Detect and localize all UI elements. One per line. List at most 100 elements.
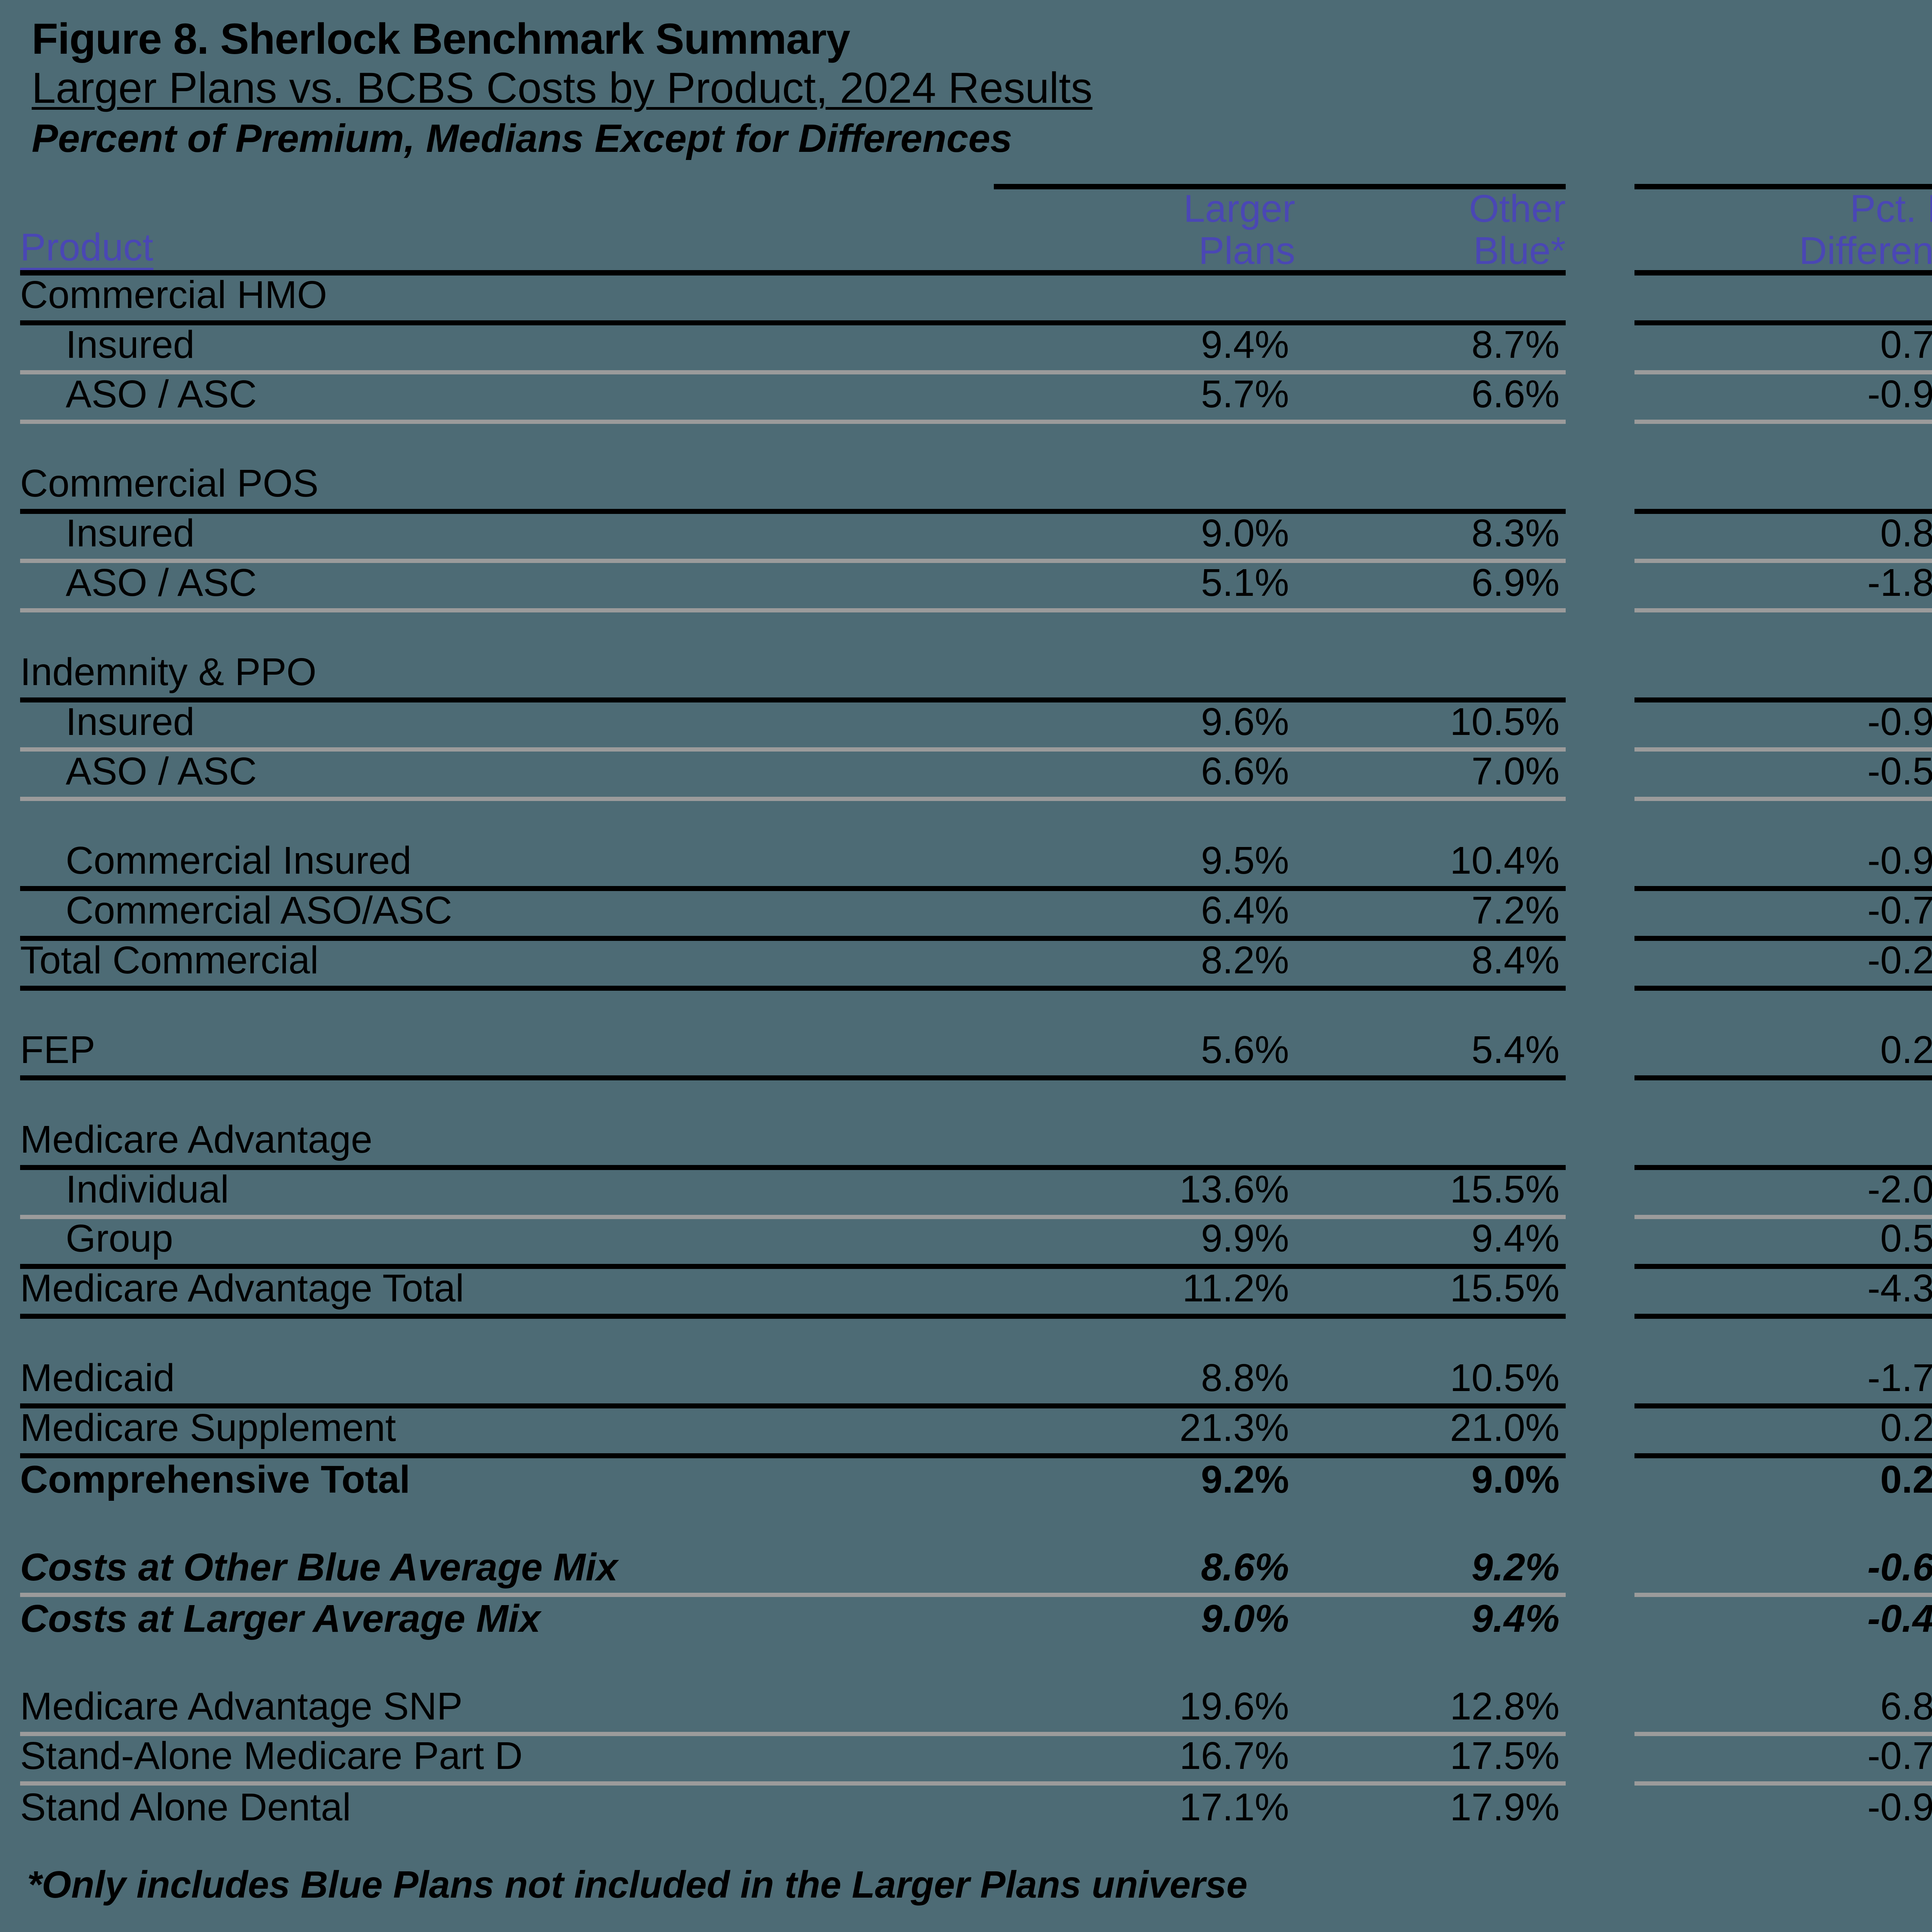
row-label: ASO / ASC (20, 372, 994, 424)
value-larger-plans: 17.1% (1179, 1786, 1289, 1829)
row-label: Stand-Alone Medicare Part D (20, 1734, 994, 1786)
value-larger-plans: 6.6% (994, 749, 1295, 801)
value-pct-pt-difference: -0.2% (1634, 938, 1932, 991)
value-larger-plans (994, 1316, 1295, 1356)
value-larger-plans (994, 1505, 1295, 1545)
value-pct-pt-difference (1634, 1078, 1932, 1118)
row-label: Commercial Insured (20, 839, 994, 891)
value-other-blue: 9.0% (1471, 1458, 1560, 1502)
row-label: Group (20, 1217, 994, 1269)
value-larger-plans (994, 462, 1295, 514)
value-other-blue (1295, 1644, 1566, 1684)
column-group-gap (1566, 372, 1634, 422)
table-spacer-row (20, 1644, 1932, 1684)
column-group-gap (1566, 422, 1634, 462)
row-label: Commercial HMO (20, 272, 994, 325)
table-row: Indemnity & PPO (20, 650, 1932, 702)
column-group-gap (1566, 1406, 1634, 1456)
value-pct-pt-difference: -0.6% (1634, 1545, 1932, 1597)
value-pct-pt-difference (1634, 1644, 1932, 1684)
value-pct-pt-difference (1634, 272, 1932, 325)
value-pct-pt-difference: 0.5% (1634, 1217, 1932, 1269)
value-other-blue: 6.9% (1295, 561, 1566, 612)
value-larger-plans (994, 422, 1295, 462)
column-header-other-blue-line2: Blue* (1295, 228, 1566, 276)
table-spacer-row (20, 799, 1932, 839)
column-group-gap (1566, 1316, 1634, 1356)
figure-subtitle: Larger Plans vs. BCBS Costs by Product, … (32, 64, 1093, 112)
value-larger-plans: 13.6% (994, 1167, 1295, 1219)
table-row: Medicare Advantage (20, 1118, 1932, 1170)
value-other-blue (1295, 610, 1566, 650)
value-other-blue: 7.2% (1295, 888, 1566, 941)
column-group-gap (1566, 799, 1634, 839)
spacer-cell (20, 610, 994, 650)
value-larger-plans: 9.9% (994, 1217, 1295, 1269)
value-pct-pt-difference (1634, 1316, 1932, 1356)
value-pct-pt-difference: -0.5% (1634, 749, 1932, 801)
column-group-gap (1566, 273, 1634, 323)
value-pct-pt-difference (1634, 1505, 1932, 1545)
value-other-blue: 9.4% (1471, 1597, 1560, 1641)
row-label: ASO / ASC (20, 561, 994, 612)
spacer-cell (20, 422, 994, 462)
value-other-blue (1295, 1505, 1566, 1545)
value-other-blue: 12.8% (1295, 1684, 1566, 1736)
row-label: Costs at Larger Average Mix (20, 1597, 541, 1641)
value-larger-plans: 16.7% (994, 1734, 1295, 1786)
value-pct-pt-difference: 6.8% (1634, 1684, 1932, 1736)
value-pct-pt-difference (1634, 988, 1932, 1028)
table-row: Commercial HMO (20, 272, 1932, 325)
row-label: Medicaid (20, 1356, 994, 1408)
column-group-gap (1566, 1684, 1634, 1734)
value-larger-plans (994, 272, 1295, 325)
row-label: Indemnity & PPO (20, 650, 994, 702)
column-group-gap (1566, 1266, 1634, 1316)
column-group-gap (1566, 839, 1634, 888)
column-header-larger-plans-line2: Plans (994, 228, 1295, 276)
table-spacer-row (20, 610, 1932, 650)
row-label: Comprehensive Total (20, 1458, 410, 1502)
spacer-cell (20, 1505, 994, 1545)
row-label: Total Commercial (20, 938, 994, 991)
column-group-gap (1566, 1783, 1634, 1833)
value-larger-plans: 21.3% (994, 1406, 1295, 1458)
table-spacer-row (20, 1078, 1932, 1118)
value-other-blue (1295, 1118, 1566, 1170)
column-group-gap (1566, 988, 1634, 1028)
spacer-cell (20, 1316, 994, 1356)
column-header-larger-plans-line1: Larger (994, 184, 1295, 228)
value-other-blue: 9.4% (1295, 1217, 1566, 1269)
value-other-blue: 17.9% (1450, 1786, 1560, 1829)
column-group-gap (1566, 1028, 1634, 1078)
value-other-blue: 8.7% (1295, 323, 1566, 374)
value-larger-plans: 8.8% (994, 1356, 1295, 1408)
column-group-gap (1566, 561, 1634, 610)
value-larger-plans (994, 1118, 1295, 1170)
value-larger-plans (994, 1644, 1295, 1684)
value-other-blue: 5.4% (1295, 1028, 1566, 1080)
column-group-gap (1566, 1644, 1634, 1684)
column-group-gap (1566, 650, 1634, 700)
value-other-blue: 17.5% (1295, 1734, 1566, 1786)
value-pct-pt-difference (1634, 422, 1932, 462)
value-larger-plans (994, 799, 1295, 839)
figure-title: Figure 8. Sherlock Benchmark Summary (32, 15, 850, 63)
row-label: Medicare Advantage Total (20, 1266, 994, 1319)
column-group-gap (1566, 938, 1634, 988)
value-pct-pt-difference: 0.2% (1634, 1028, 1932, 1080)
column-group-gap (1566, 1167, 1634, 1217)
column-group-gap (1566, 749, 1634, 799)
value-pct-pt-difference (1634, 650, 1932, 702)
value-other-blue: 10.5% (1295, 700, 1566, 752)
column-group-gap (1566, 1356, 1634, 1406)
value-larger-plans: 9.0% (1201, 1597, 1289, 1641)
value-pct-pt-difference: -0.4% (1867, 1597, 1932, 1641)
